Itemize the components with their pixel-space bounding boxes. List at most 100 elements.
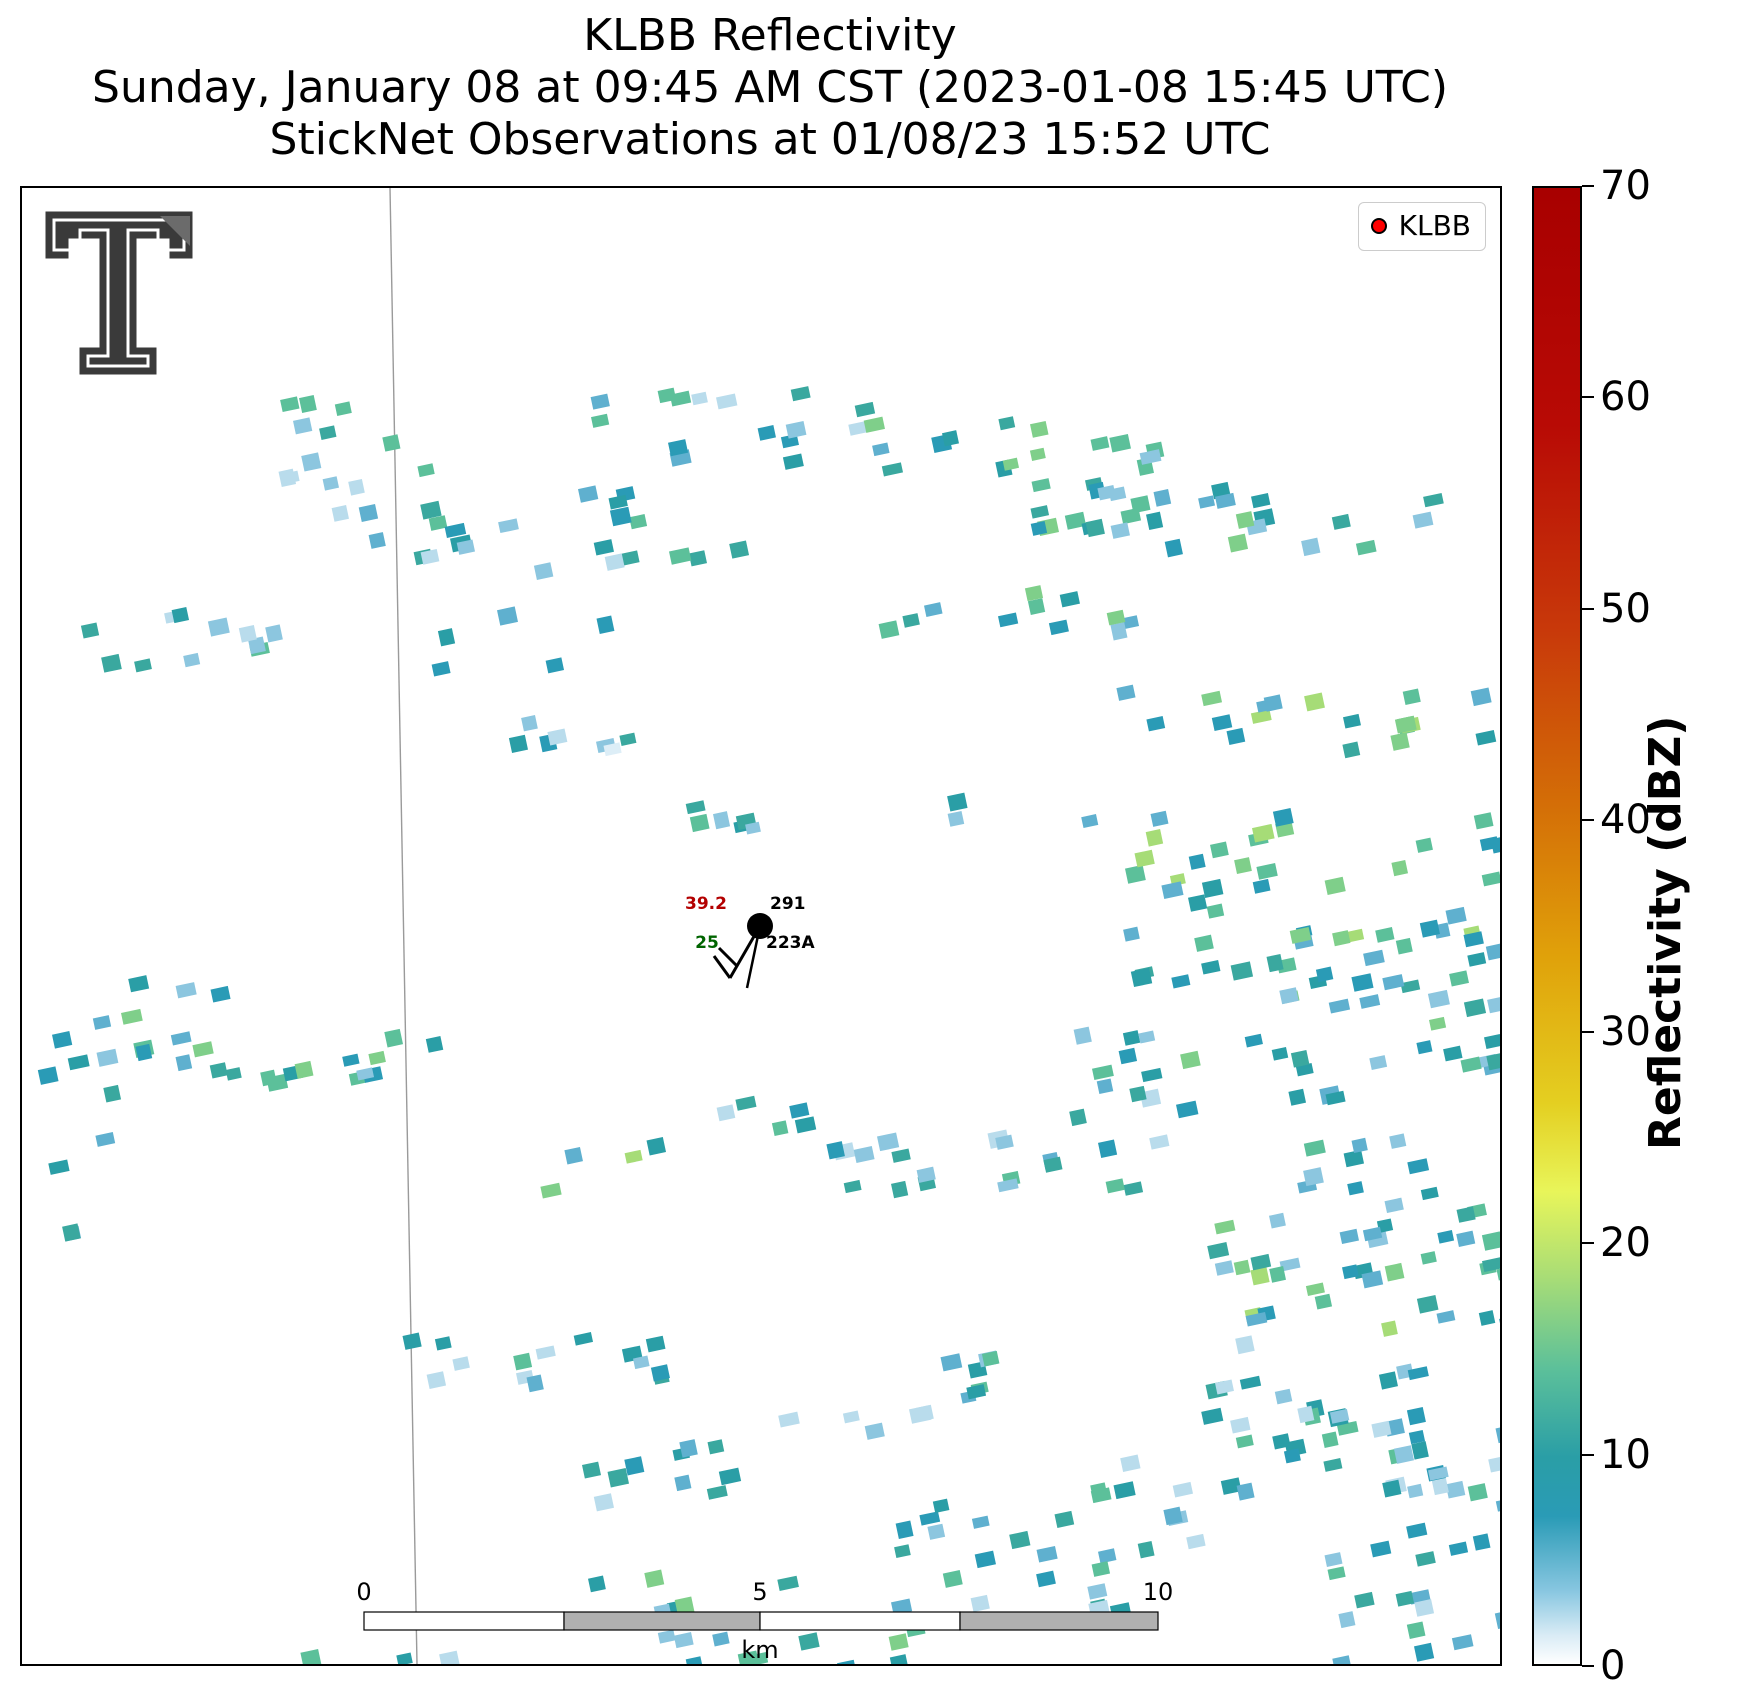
reflectivity-cell <box>837 1659 857 1664</box>
reflectivity-cell <box>535 1345 556 1360</box>
reflectivity-cell <box>889 1654 909 1664</box>
reflectivity-cell <box>1139 449 1162 465</box>
county-boundary-line <box>389 188 418 1664</box>
reflectivity-cell <box>1230 961 1254 981</box>
reflectivity-cell <box>1085 518 1105 538</box>
reflectivity-cell <box>1347 1181 1364 1196</box>
colorbar-tick <box>1582 396 1594 399</box>
map-subtitle-obs: StickNet Observations at 01/08/23 15:52 … <box>269 114 1271 165</box>
reflectivity-cell <box>1395 1590 1415 1607</box>
reflectivity-cell <box>757 425 776 441</box>
reflectivity-cell <box>745 821 761 835</box>
reflectivity-cell <box>1227 533 1249 553</box>
reflectivity-cell <box>1412 511 1434 529</box>
reflectivity-cell <box>1123 926 1140 942</box>
reflectivity-cell <box>1478 1310 1496 1326</box>
reflectivity-cell <box>1315 966 1334 983</box>
colorbar-tick-label: 0 <box>1600 1643 1626 1689</box>
reflectivity-cell <box>1030 505 1050 519</box>
reflectivity-cell <box>998 612 1019 628</box>
reflectivity-cell <box>1416 1294 1439 1314</box>
reflectivity-cell <box>669 390 692 407</box>
reflectivity-cell <box>974 1550 996 1569</box>
reflectivity-cell <box>1303 1139 1326 1157</box>
reflectivity-cell <box>716 1104 736 1122</box>
reflectivity-cell <box>1445 1480 1466 1499</box>
reflectivity-cell <box>67 1054 90 1071</box>
reflectivity-cell <box>1188 853 1206 870</box>
reflectivity-cell <box>1473 812 1494 830</box>
colorbar-tick <box>1582 1453 1594 1456</box>
reflectivity-cell <box>1029 447 1046 461</box>
reflectivity-cell <box>1118 1047 1138 1065</box>
reflectivity-cell <box>1043 1156 1063 1173</box>
reflectivity-cell <box>1236 1482 1255 1501</box>
reflectivity-cell <box>322 476 340 491</box>
reflectivity-cell <box>1370 1540 1392 1558</box>
reflectivity-cell <box>657 1629 676 1644</box>
reflectivity-cell <box>452 1356 470 1371</box>
reflectivity-cell <box>92 1015 112 1030</box>
reflectivity-cell <box>1355 539 1377 556</box>
reflectivity-cell <box>674 1596 695 1616</box>
reflectivity-cell <box>301 452 322 472</box>
reflectivity-cell <box>1324 1552 1343 1567</box>
reflectivity-cell <box>1445 906 1467 925</box>
reflectivity-cell <box>1279 1257 1301 1272</box>
reflectivity-cell <box>238 624 257 643</box>
reflectivity-cell <box>1423 492 1444 508</box>
colorbar-tick-label: 60 <box>1600 374 1651 421</box>
reflectivity-cell <box>342 1053 360 1067</box>
reflectivity-cell <box>1384 1262 1405 1282</box>
reflectivity-cell <box>1064 511 1087 530</box>
reflectivity-cell <box>603 742 622 757</box>
reflectivity-cell <box>619 550 640 566</box>
reflectivity-cell <box>780 433 799 449</box>
reflectivity-cell <box>997 1178 1019 1193</box>
reflectivity-cell <box>368 1050 386 1066</box>
reflectivity-cell <box>1484 1034 1500 1049</box>
reflectivity-cell <box>1490 836 1500 854</box>
sticknet-station[interactable]: 39.2 291 25 223A <box>685 894 815 989</box>
reflectivity-cell <box>1137 1540 1155 1559</box>
reflectivity-cell <box>947 810 965 827</box>
reflectivity-cell <box>1325 1090 1346 1106</box>
reflectivity-cell <box>1449 970 1469 987</box>
reflectivity-cell <box>1030 420 1049 438</box>
reflectivity-cell <box>1415 1551 1436 1567</box>
reflectivity-cell <box>334 401 352 416</box>
reflectivity-cell <box>604 553 625 571</box>
reflectivity-cell <box>1456 1230 1476 1248</box>
reflectivity-cell <box>778 1411 800 1428</box>
reflectivity-cell <box>940 1353 963 1372</box>
reflectivity-cell <box>1345 928 1365 943</box>
colorbar-tick-label: 50 <box>1600 585 1651 632</box>
reflectivity-cell <box>207 617 230 637</box>
reflectivity-cell <box>970 1594 990 1612</box>
scale-segment <box>563 1611 761 1631</box>
reflectivity-cell <box>1495 1498 1500 1512</box>
reflectivity-cell <box>1215 492 1236 509</box>
reflectivity-cell <box>508 734 529 753</box>
reflectivity-cell <box>1402 688 1421 706</box>
reflectivity-cell <box>1407 1366 1429 1381</box>
reflectivity-cell <box>175 1054 193 1072</box>
reflectivity-cell <box>1321 1431 1339 1448</box>
reflectivity-cell <box>689 813 710 833</box>
reflectivity-cell <box>1362 1226 1383 1242</box>
reflectivity-cell <box>1415 837 1433 853</box>
reflectivity-cell <box>872 442 890 457</box>
reflectivity-cell <box>679 1439 698 1458</box>
reflectivity-cell <box>790 386 811 402</box>
reflectivity-cell <box>895 1520 914 1540</box>
radar-map[interactable]: 39.2 291 25 223A 0 5 10 km KLBB <box>20 186 1502 1666</box>
reflectivity-cell <box>417 463 435 478</box>
reflectivity-cell <box>547 728 568 746</box>
colorbar-tick <box>1582 1242 1594 1245</box>
reflectivity-cell <box>826 1141 845 1160</box>
reflectivity-cell <box>1297 1405 1315 1424</box>
reflectivity-cell <box>1420 1251 1437 1265</box>
reflectivity-cell <box>713 811 731 830</box>
reflectivity-cell <box>1470 687 1492 707</box>
reflectivity-cell <box>225 1067 242 1081</box>
